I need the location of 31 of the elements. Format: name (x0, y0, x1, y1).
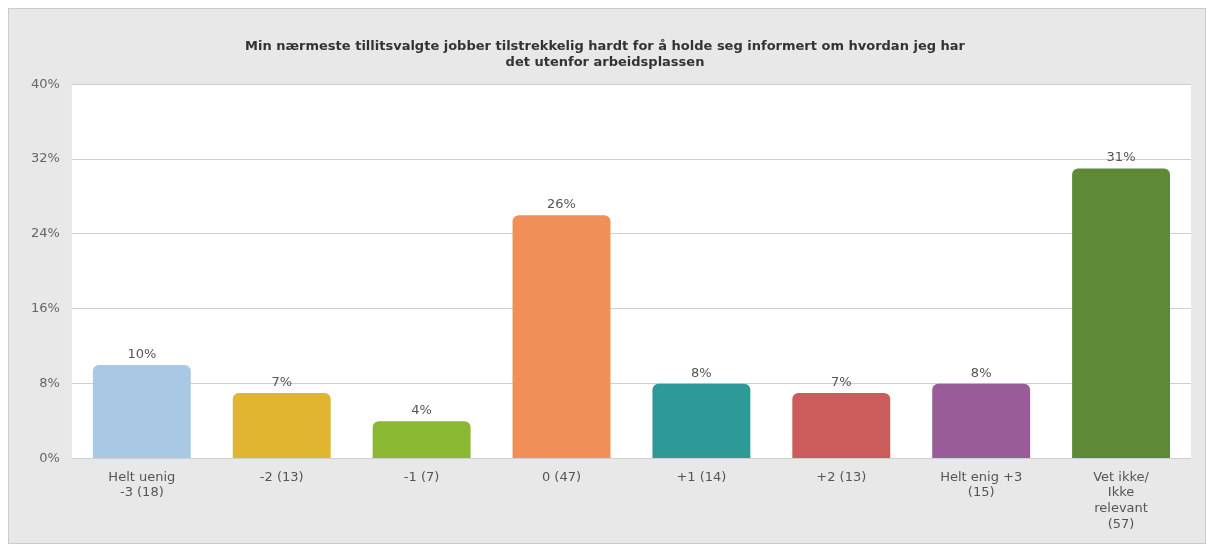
data-label: 10% (127, 345, 157, 361)
x-tick-label: -2 (13) (259, 468, 304, 484)
data-label: 8% (691, 364, 712, 380)
y-tick-label: 40% (30, 75, 60, 91)
bar (1072, 168, 1171, 459)
bar (792, 393, 891, 459)
x-tick-label: +1 (14) (676, 468, 727, 484)
data-label: 7% (271, 373, 293, 389)
bar (372, 421, 471, 459)
x-tick-label: -1 (7) (403, 468, 440, 484)
bar (932, 383, 1031, 459)
data-label: 4% (411, 402, 432, 418)
chart-title: Min nærmeste tillitsvalgte jobber tilstrekkelig hardt for å holde seg informert om hvordan jeg har det utenfor arbeidsplassen (245, 38, 966, 69)
x-tick-label: Helt uenig -3 (18) (108, 468, 176, 500)
data-label: 26% (547, 196, 576, 212)
bar (652, 383, 751, 459)
x-tick-label: +2 (13) (816, 468, 867, 484)
data-label: 31% (1106, 149, 1136, 165)
x-tick-label: Helt enig +3 (15) (940, 468, 1023, 500)
y-tick-label: 16% (30, 300, 60, 316)
data-label: 8% (970, 364, 992, 380)
data-label: 7% (830, 373, 852, 389)
y-tick-label: 24% (30, 225, 60, 241)
y-tick-label: 0% (39, 449, 60, 465)
bar (512, 215, 611, 459)
bar (92, 365, 191, 459)
y-tick-label: 8% (39, 375, 60, 391)
bar (232, 393, 331, 459)
y-tick-label: 32% (30, 150, 60, 166)
x-tick-label: Vet ikke/Ikke relevant (57) (1093, 468, 1150, 531)
x-tick-label: 0 (47) (541, 468, 582, 484)
